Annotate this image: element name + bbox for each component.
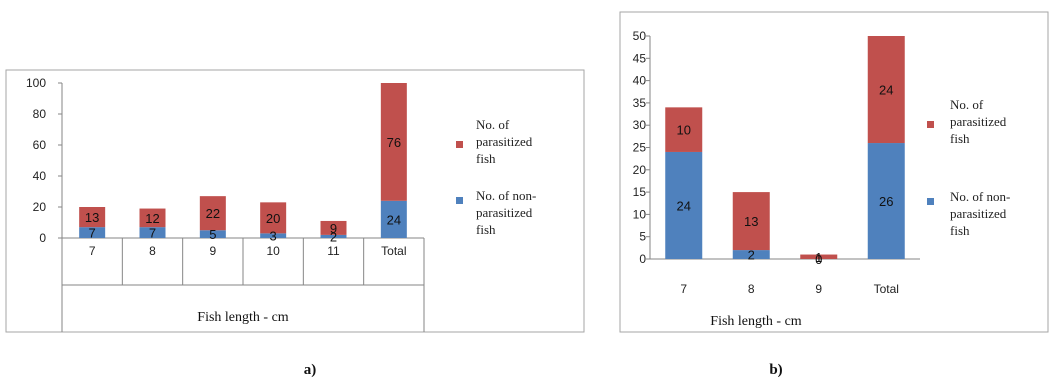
chart-a-y-tick-label: 100	[26, 76, 46, 90]
chart-a-data-label: 5	[209, 227, 216, 242]
chart-b-y-tick-label: 10	[633, 207, 647, 221]
chart-b-x-tick-label: 8	[748, 282, 755, 296]
chart-b-bar-non-parasitized	[867, 143, 905, 259]
chart-b-data-label: 24	[879, 83, 893, 98]
chart-b-bar-non-parasitized	[665, 151, 703, 259]
chart-a-data-label: 9	[330, 221, 337, 236]
chart-a-data-label: 12	[145, 211, 159, 226]
chart-b-legend-swatch-non-parasitized	[927, 198, 934, 205]
chart-a-data-label: 7	[149, 226, 156, 241]
chart-a-x-tick-label: 9	[209, 244, 216, 258]
chart-a-legend-swatch-non-parasitized	[456, 197, 463, 204]
chart-b-bar-parasitized	[867, 36, 905, 144]
chart-b-bar-parasitized	[665, 107, 703, 152]
chart-a-bar-parasitized	[139, 208, 166, 228]
chart-a-y-tick-label: 20	[33, 200, 47, 214]
chart-a-data-label: 22	[206, 206, 220, 221]
chart-b-data-label: 10	[677, 123, 691, 138]
chart-a-bar-parasitized	[320, 220, 347, 235]
chart-a-legend-label-parasitized: fish	[476, 151, 496, 166]
chart-b-y-tick-label: 30	[633, 118, 647, 132]
chart-a-data-label: 24	[387, 212, 401, 227]
chart-b-x-tick-label: 7	[680, 282, 687, 296]
chart-a-data-label: 13	[85, 210, 99, 225]
chart-a-x-tick-label: 11	[327, 244, 340, 258]
panel-label-b: b)	[769, 362, 782, 378]
chart-a-legend-label-non-parasitized: No. of non-	[476, 188, 536, 203]
chart-a-x-title: Fish length - cm	[197, 310, 288, 325]
chart-b-y-tick-label: 5	[639, 230, 646, 244]
chart-b-x-title: Fish length - cm	[710, 314, 801, 329]
chart-a-x-tick-label: 10	[266, 244, 280, 258]
chart-b-y-tick-label: 50	[633, 29, 647, 43]
chart-a-data-label: 2	[330, 229, 337, 244]
chart-b-x-tick-label: Total	[874, 282, 899, 296]
chart-b-y-tick-label: 0	[639, 252, 646, 266]
chart-b-bar-non-parasitized	[732, 250, 770, 259]
chart-b-data-label: 26	[879, 194, 893, 209]
chart-b-legend-label-parasitized: No. of	[950, 97, 984, 112]
chart-a-bar-non-parasitized	[79, 227, 106, 238]
chart-a-x-tick-label: Total	[381, 244, 406, 258]
chart-b-data-label: 24	[677, 198, 691, 213]
chart-b-legend-label-parasitized: fish	[950, 131, 970, 146]
chart-b-legend-label-non-parasitized: parasitized	[950, 206, 1007, 221]
chart-b-bar-parasitized	[800, 254, 838, 259]
chart-b-legend-label-non-parasitized: fish	[950, 223, 970, 238]
chart-a-legend-swatch-parasitized	[456, 141, 463, 148]
chart-a-x-tick-label: 7	[89, 244, 96, 258]
chart-a-bar-parasitized	[199, 196, 226, 231]
chart-a-legend-label-non-parasitized: parasitized	[476, 205, 533, 220]
chart-b-data-label: 1	[815, 250, 822, 265]
chart-a-legend-label-parasitized: parasitized	[476, 134, 533, 149]
chart-b-x-tick-label: 9	[815, 282, 822, 296]
chart-a-bar-non-parasitized	[139, 227, 166, 238]
chart-a-bar-parasitized	[79, 207, 106, 228]
chart-a-data-label: 3	[270, 229, 277, 244]
chart-a-x-tick-label: 8	[149, 244, 156, 258]
chart-a-y-tick-label: 40	[33, 169, 47, 183]
chart-a-y-tick-label: 60	[33, 138, 47, 152]
chart-b-bar-parasitized	[732, 192, 770, 251]
chart-a-bar-non-parasitized	[260, 233, 287, 238]
chart-a-bar-non-parasitized	[320, 234, 347, 238]
chart-a-y-tick-label: 80	[33, 107, 47, 121]
chart-a-bar-parasitized	[380, 83, 407, 201]
chart-b-y-tick-label: 40	[633, 74, 647, 88]
chart-b-y-tick-label: 35	[633, 96, 647, 110]
chart-a-bar-non-parasitized	[380, 200, 407, 238]
chart-a-y-tick-label: 0	[39, 231, 46, 245]
chart-a-data-label: 20	[266, 211, 280, 226]
chart-a-bar-parasitized	[260, 202, 287, 234]
chart-a-bar-non-parasitized	[199, 230, 226, 238]
chart-b-legend-swatch-parasitized	[927, 121, 934, 128]
chart-b-data-label: 2	[748, 248, 755, 263]
chart-a-data-label: 7	[89, 226, 96, 241]
chart-b-y-tick-label: 25	[633, 141, 647, 155]
chart-b-legend-label-parasitized: parasitized	[950, 114, 1007, 129]
chart-a-legend-label-non-parasitized: fish	[476, 222, 496, 237]
panel-label-a: a)	[304, 362, 317, 378]
chart-a-legend-label-parasitized: No. of	[476, 117, 510, 132]
chart-b-data-label: 13	[744, 214, 758, 229]
chart-b-y-tick-label: 15	[633, 185, 647, 199]
chart-b-data-label: 0	[815, 252, 822, 267]
chart-a-data-label: 76	[387, 135, 401, 150]
chart-b-y-tick-label: 45	[633, 51, 647, 65]
chart-a-frame	[5, 69, 585, 333]
chart-b-legend-label-non-parasitized: No. of non-	[950, 189, 1010, 204]
chart-b-y-tick-label: 20	[633, 163, 647, 177]
